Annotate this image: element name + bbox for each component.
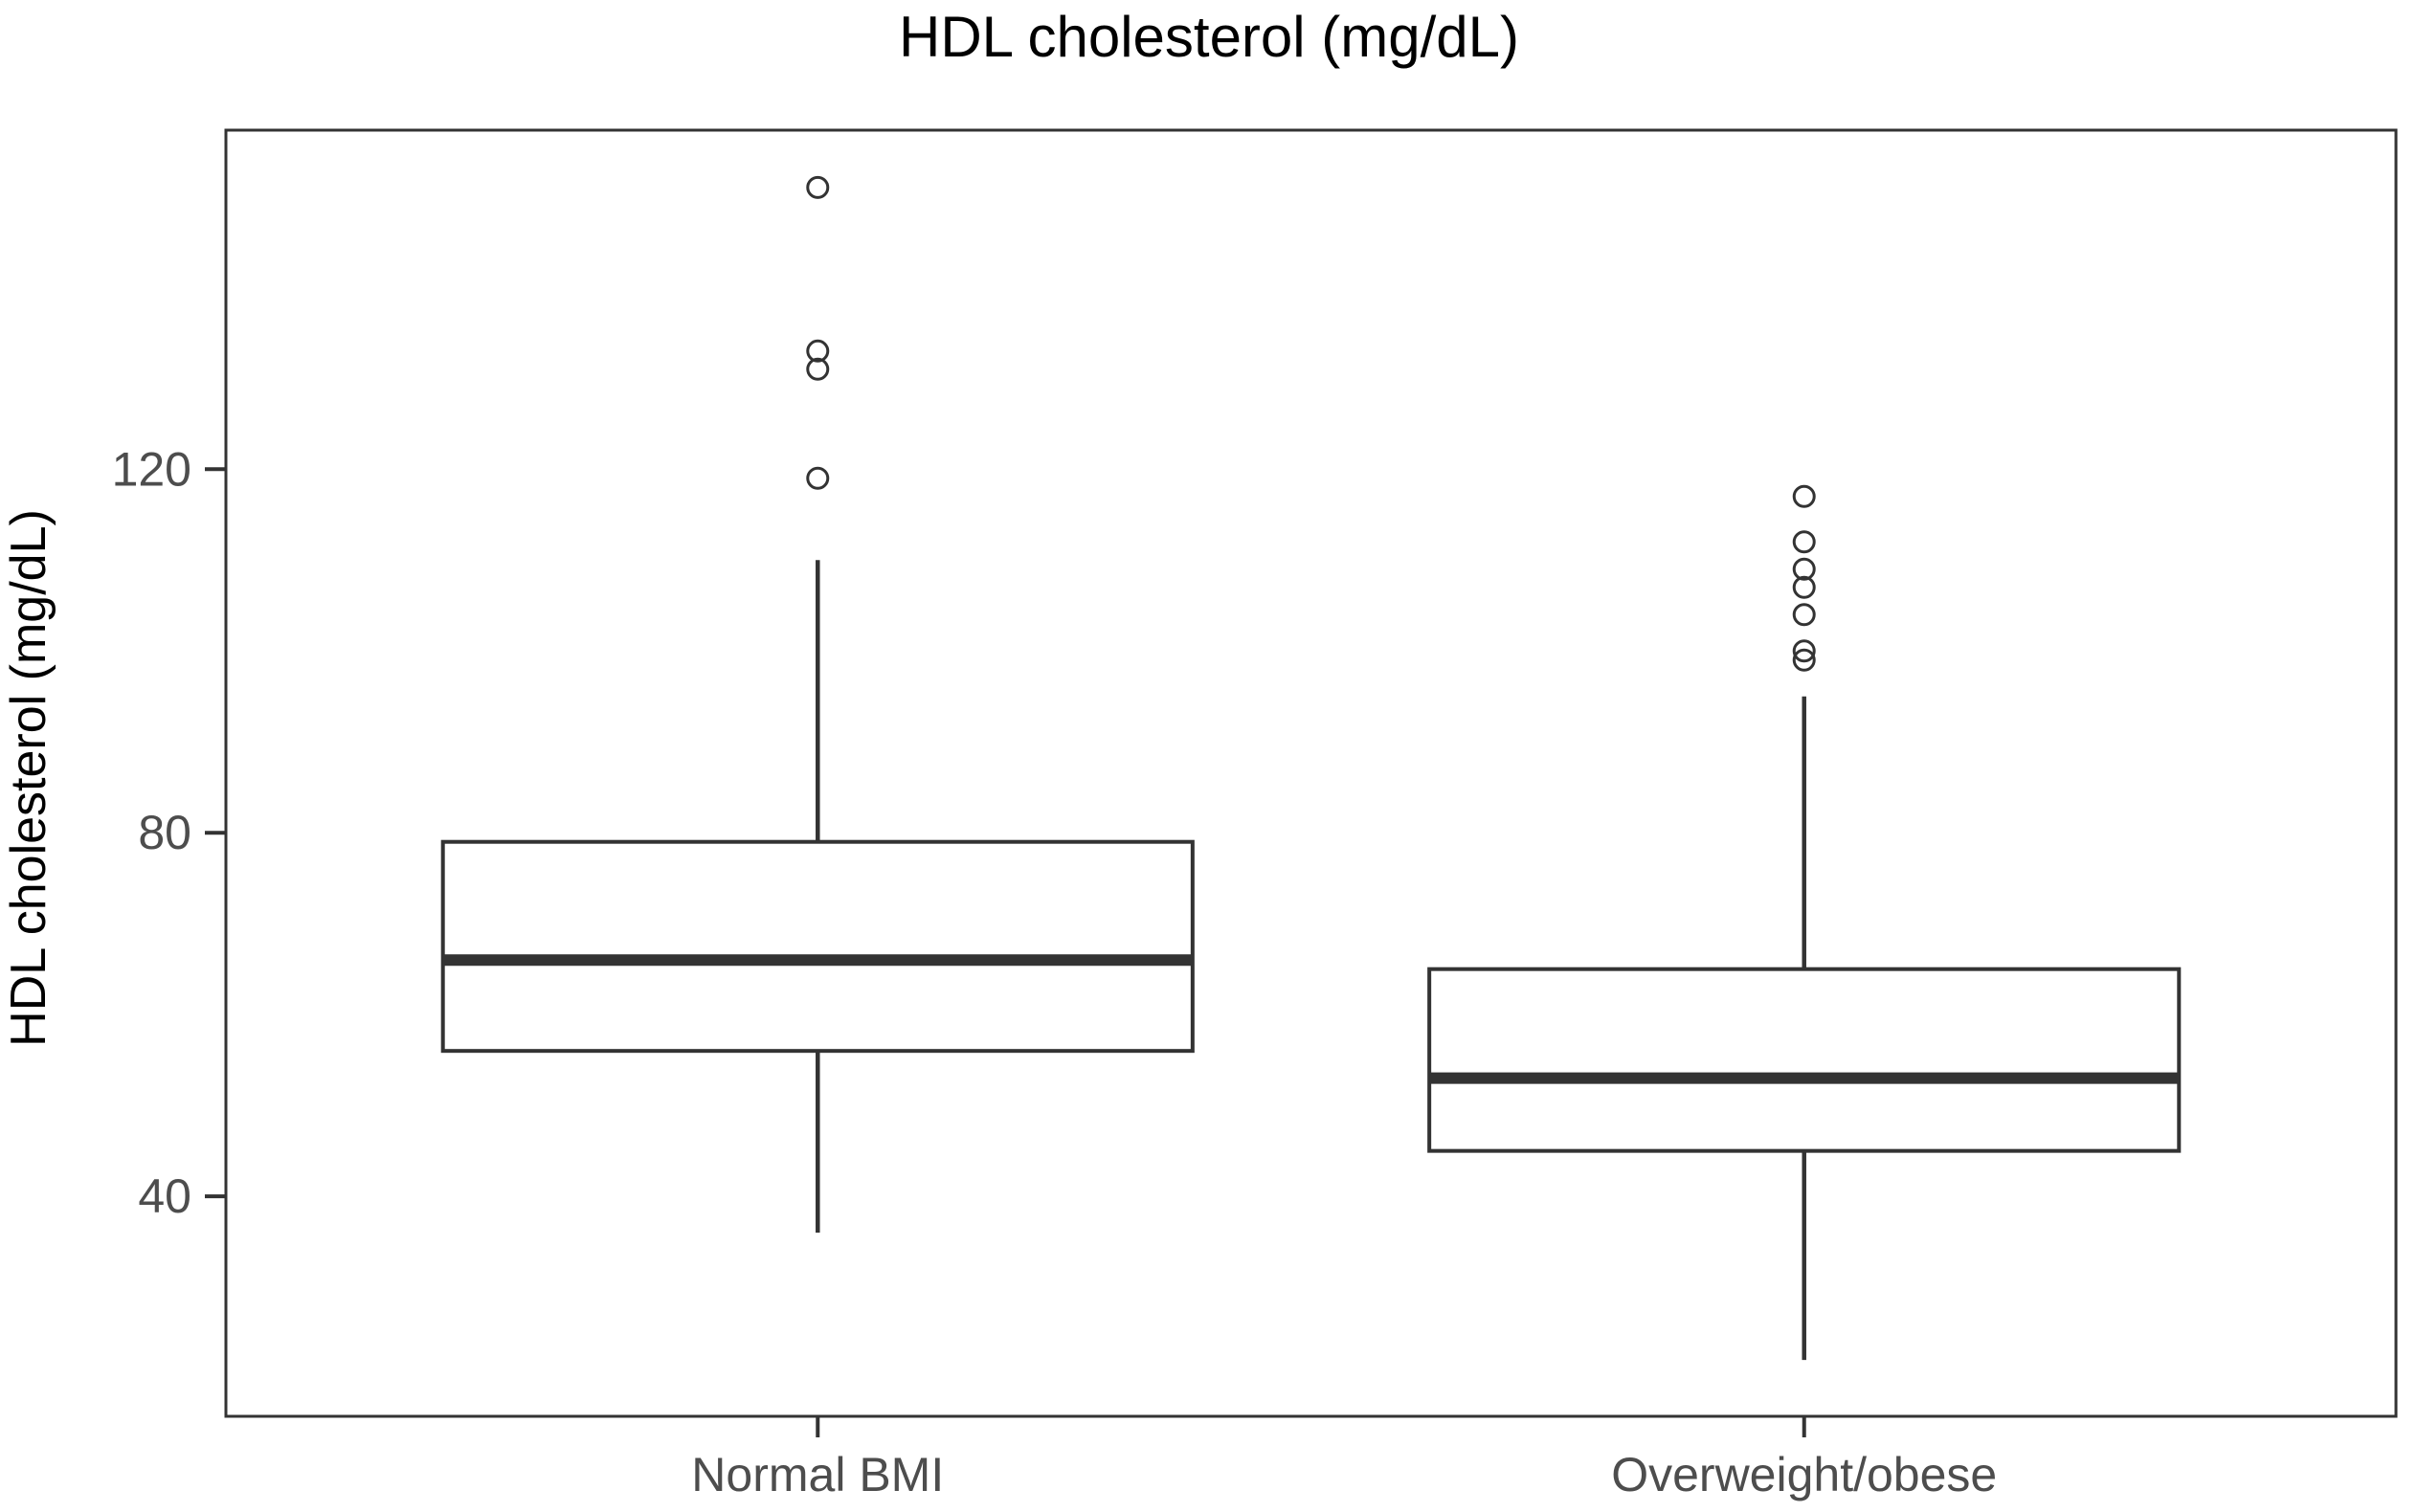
outlier-point <box>1792 530 1816 554</box>
outlier-point <box>1792 648 1816 672</box>
outlier-point <box>806 175 830 199</box>
box <box>1427 967 2182 1153</box>
x-category-label: Normal BMI <box>691 1448 944 1501</box>
outlier-point <box>806 357 830 381</box>
outlier-point <box>806 466 830 490</box>
outlier-point <box>1792 484 1816 508</box>
y-tick-label: 120 <box>112 442 191 496</box>
box <box>440 839 1195 1054</box>
outlier-point <box>1792 639 1816 663</box>
outlier-point <box>1792 575 1816 599</box>
panel-border <box>224 128 2398 1418</box>
chart-title: HDL cholesterol (mg/dL) <box>898 5 1520 69</box>
y-tick-label: 80 <box>138 806 191 859</box>
x-category-label: Overweight/obese <box>1611 1448 1997 1501</box>
y-tick-label: 40 <box>138 1169 191 1223</box>
outlier-point <box>806 339 830 363</box>
outlier-point <box>1792 557 1816 581</box>
outlier-point <box>1792 603 1816 627</box>
